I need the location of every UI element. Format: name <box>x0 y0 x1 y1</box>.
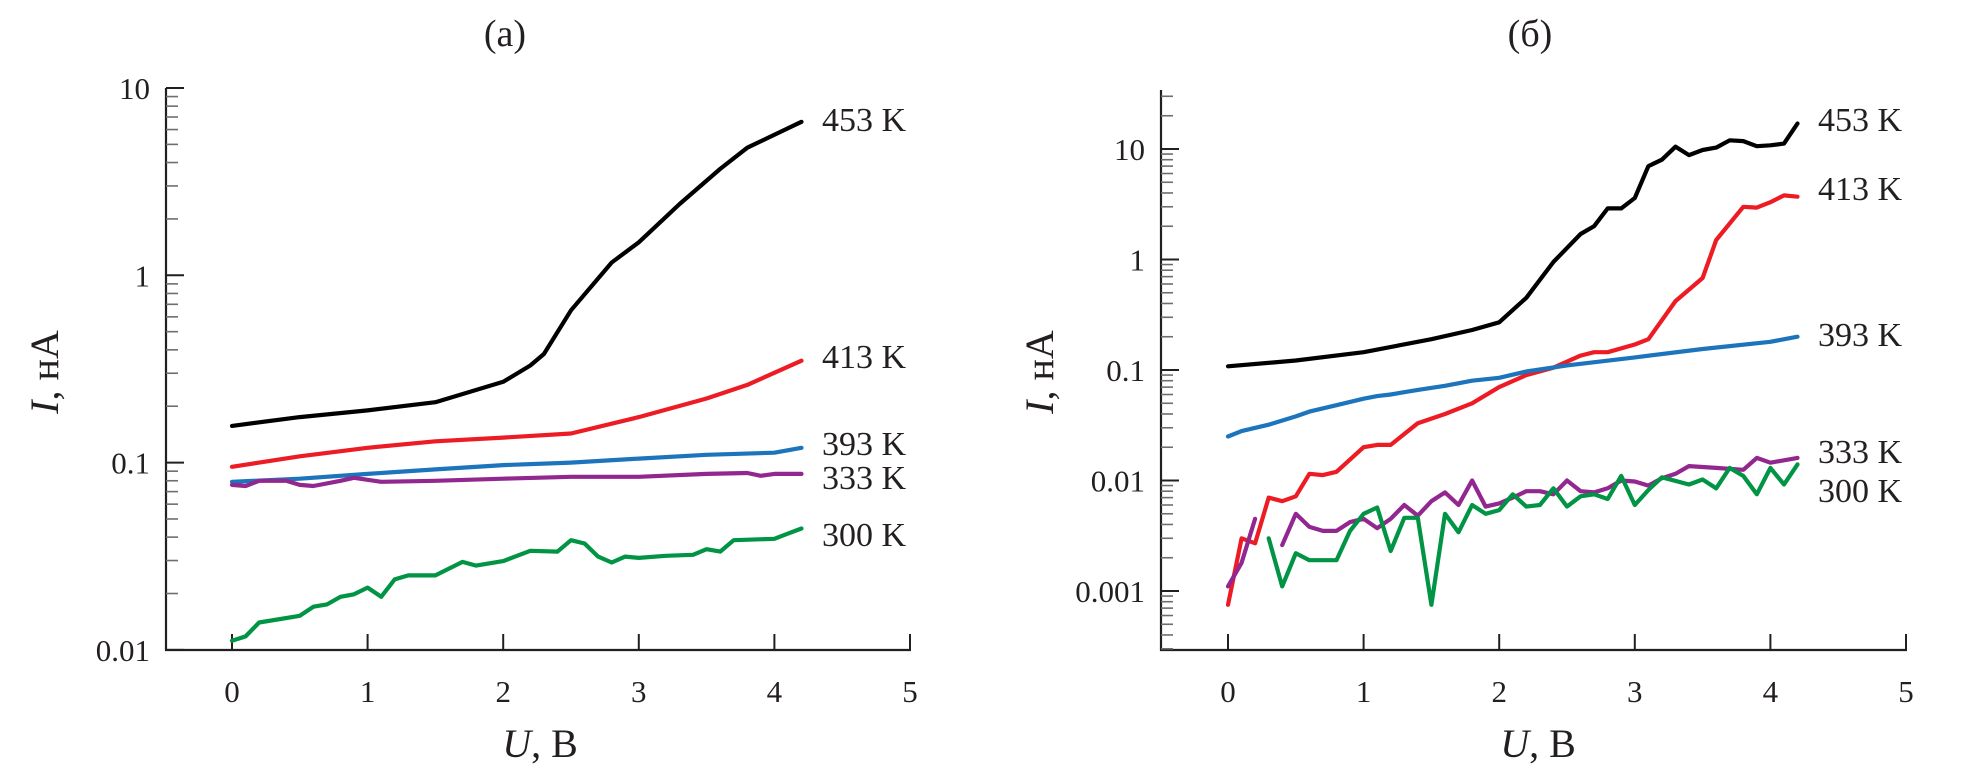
y-tick-label: 0.01 <box>1091 464 1145 499</box>
panel-b-y-var: I <box>1017 399 1062 415</box>
panel-b-y-axis-label: I, нА <box>1017 330 1062 415</box>
y-tick-label: 1 <box>1130 243 1146 278</box>
series-label-393k: 393 K <box>822 426 907 463</box>
panel-b-curves <box>1225 121 1800 607</box>
series-label-413k: 413 K <box>1818 171 1903 208</box>
series-line-393k <box>1225 334 1800 439</box>
series-line-300k <box>1266 462 1800 607</box>
x-tick-label: 3 <box>1627 674 1643 709</box>
series-label-333k: 333 K <box>822 460 907 497</box>
x-tick-label: 5 <box>902 674 918 709</box>
panel-b-x-unit: , В <box>1529 721 1576 766</box>
y-tick-label: 0.1 <box>111 446 150 481</box>
panel-b-y-unit: , нА <box>1017 330 1062 400</box>
series-line-453k <box>229 119 804 428</box>
y-tick-label: 10 <box>119 71 150 106</box>
panel-b-x-var: U <box>1500 721 1532 766</box>
series-label-300k: 300 K <box>1818 473 1903 510</box>
series-line-453k <box>1225 121 1800 369</box>
x-tick-label: 1 <box>1356 674 1372 709</box>
panel-a-title: (a) <box>484 13 526 55</box>
panel-a-x-unit: , В <box>531 721 578 766</box>
x-tick-label: 2 <box>495 674 511 709</box>
panel-a-x-axis-label: U, В <box>502 721 578 766</box>
x-tick-label: 5 <box>1898 674 1914 709</box>
x-tick-label: 4 <box>767 674 783 709</box>
series-line-333k <box>229 470 804 489</box>
panel-a-y-ticks: 0.01 0.1 1 10 <box>96 71 184 668</box>
panel-a: (a) 0.01 0.1 1 10 0 1 2 3 4 5 453 K 413 K 393 K333… <box>22 13 918 766</box>
series-label-453k: 453 K <box>1818 102 1903 139</box>
panel-b-title: (б) <box>1508 13 1553 55</box>
y-tick-label: 0.01 <box>96 633 150 668</box>
panel-a-curves <box>229 119 804 643</box>
series-label-300k: 300 K <box>822 517 907 554</box>
y-tick-label: 0.1 <box>1106 353 1145 388</box>
panel-a-y-axis-label: I, нА <box>22 330 67 415</box>
panel-b-y-ticks: 0.001 0.01 0.1 1 10 <box>1075 95 1179 650</box>
x-tick-label: 3 <box>631 674 647 709</box>
series-line-413k <box>1225 193 1800 607</box>
panel-a-x-var: U <box>502 721 534 766</box>
panel-b-x-ticks: 0 1 2 3 4 5 <box>1220 634 1914 709</box>
series-line-393k <box>229 445 804 484</box>
series-label-333k: 333 K <box>1818 434 1903 471</box>
panel-b-x-axis-label: U, В <box>1500 721 1576 766</box>
series-line-333k <box>1225 516 1258 589</box>
x-tick-label: 1 <box>360 674 376 709</box>
y-tick-label: 0.001 <box>1075 574 1145 609</box>
series-label-453k: 453 K <box>822 102 907 139</box>
x-tick-label: 4 <box>1763 674 1779 709</box>
panel-a-x-ticks: 0 1 2 3 4 5 <box>224 634 918 709</box>
series-label-393k: 393 K <box>1818 317 1903 354</box>
series-line-300k <box>229 526 804 643</box>
panel-b: (б) 0.001 0.01 0.1 1 10 0 1 2 3 4 5 453 K 413 K 393… <box>1017 13 1914 766</box>
x-tick-label: 0 <box>224 674 240 709</box>
x-tick-label: 2 <box>1491 674 1507 709</box>
y-tick-label: 10 <box>1114 132 1145 167</box>
y-tick-label: 1 <box>135 258 151 293</box>
panel-a-y-var: I <box>22 399 67 415</box>
panel-a-y-unit: , нА <box>22 330 67 400</box>
series-line-413k <box>229 358 804 469</box>
series-line-333k <box>1280 455 1800 548</box>
series-label-413k: 413 K <box>822 339 907 376</box>
x-tick-label: 0 <box>1220 674 1236 709</box>
